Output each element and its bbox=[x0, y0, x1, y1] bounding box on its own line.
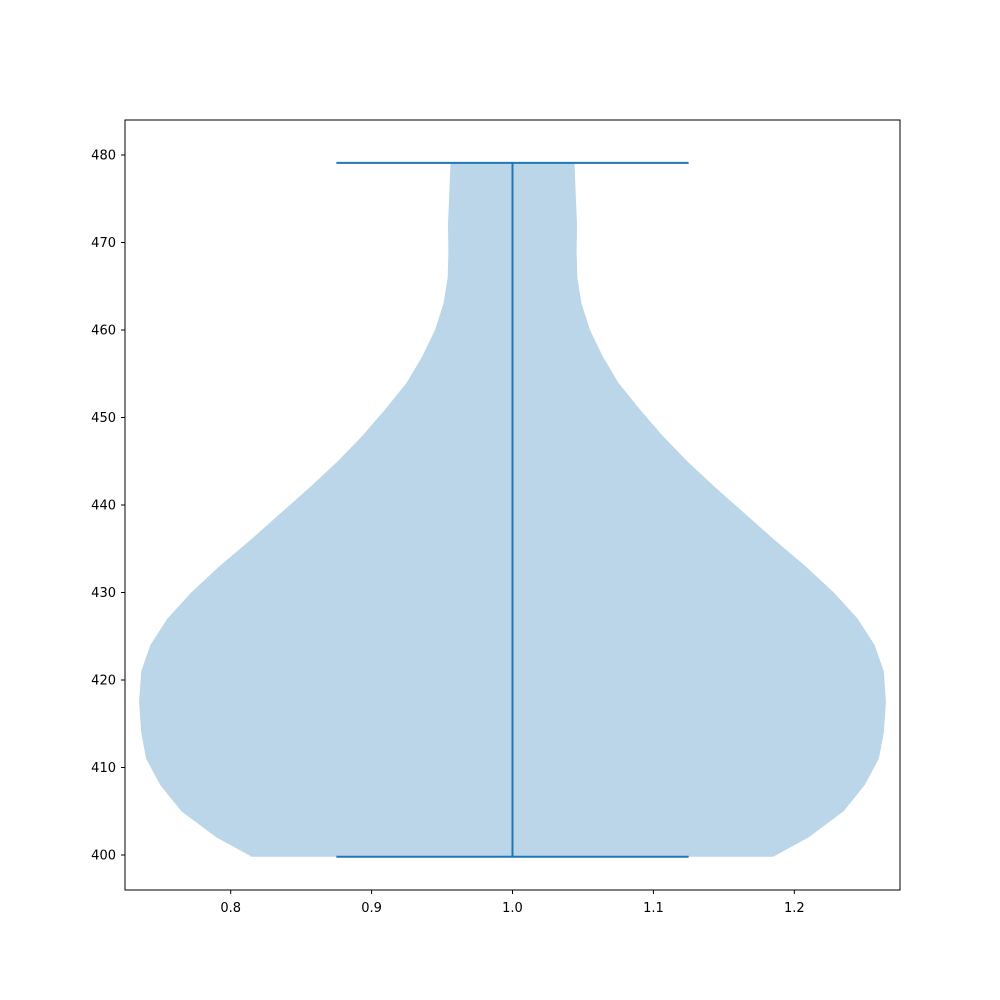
axes: 400 410 420 430 440 450 460 470 480 0.8 0.9 1.0 1.1 1… bbox=[91, 149, 804, 917]
x-tick-label-0: 0.8 bbox=[220, 901, 241, 916]
y-tick-label-0: 400 bbox=[91, 849, 116, 864]
y-tick-label-3: 430 bbox=[91, 586, 116, 601]
y-tick-label-8: 480 bbox=[91, 149, 116, 164]
x-tick-label-1: 0.9 bbox=[361, 901, 382, 916]
y-tick-label-2: 420 bbox=[91, 674, 116, 689]
plot-area bbox=[139, 161, 886, 858]
y-tick-label-7: 470 bbox=[91, 236, 116, 251]
x-tick-label-4: 1.2 bbox=[784, 901, 805, 916]
y-tick-label-5: 450 bbox=[91, 411, 116, 426]
x-tick-label-3: 1.1 bbox=[643, 901, 664, 916]
y-tick-label-1: 410 bbox=[91, 761, 116, 776]
y-tick-label-4: 440 bbox=[91, 499, 116, 514]
axes-frame bbox=[124, 119, 901, 891]
x-tick-label-2: 1.0 bbox=[502, 901, 523, 916]
y-tick-label-6: 460 bbox=[91, 324, 116, 339]
